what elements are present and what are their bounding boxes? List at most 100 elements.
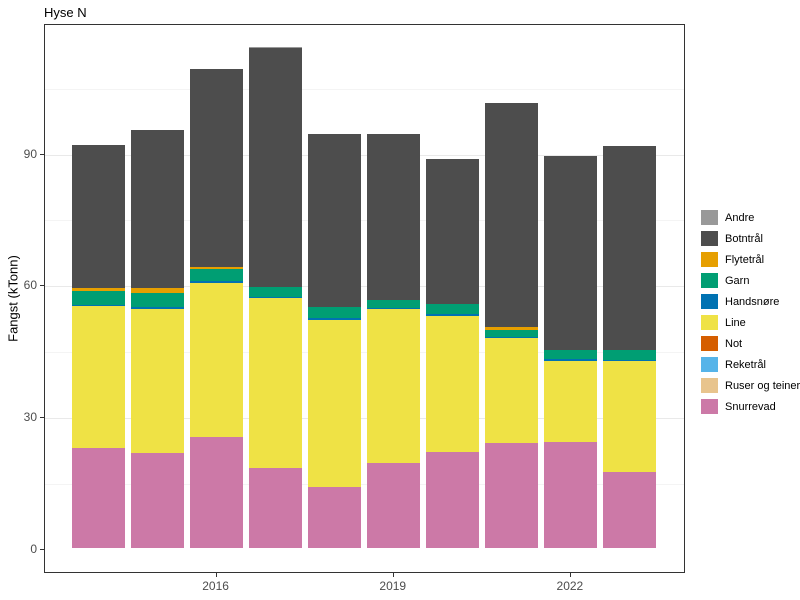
bar-segment-2014-Garn[interactable] bbox=[72, 291, 125, 305]
bar-segment-2014-Snurrevad[interactable] bbox=[72, 447, 125, 548]
bar-2015[interactable] bbox=[131, 130, 185, 548]
bar-segment-2018-Garn[interactable] bbox=[308, 306, 362, 318]
legend-item-snurrevad: Snurrevad bbox=[701, 396, 776, 417]
bar-segment-2021-Garn[interactable] bbox=[485, 330, 539, 337]
y-tick-label-60: 60 bbox=[23, 278, 37, 293]
bar-segment-2016-Garn[interactable] bbox=[190, 269, 244, 282]
legend-swatch-icon bbox=[701, 315, 718, 330]
bar-segment-2018-Snurrevad[interactable] bbox=[308, 486, 362, 548]
bar-segment-2018-Botntrål[interactable] bbox=[308, 133, 362, 307]
bar-segment-2017-Garn[interactable] bbox=[249, 287, 303, 297]
bar-segment-2023-Snurrevad[interactable] bbox=[603, 471, 657, 548]
bar-2019[interactable] bbox=[367, 134, 421, 548]
legend-item-garn: Garn bbox=[701, 270, 749, 291]
bar-segment-2015-Flytetrål[interactable] bbox=[131, 287, 185, 293]
legend-label: Ruser og teiner bbox=[725, 379, 800, 392]
legend-swatch-icon bbox=[701, 210, 718, 225]
legend-swatch-icon bbox=[701, 294, 718, 309]
bar-segment-2022-Line[interactable] bbox=[544, 360, 598, 443]
bar-segment-2016-Flytetrål[interactable] bbox=[190, 266, 244, 270]
bar-segment-2020-Line[interactable] bbox=[426, 316, 480, 453]
legend-label: Garn bbox=[725, 274, 750, 287]
bar-segment-2014-Flytetrål[interactable] bbox=[72, 288, 125, 292]
legend-label: Andre bbox=[725, 211, 755, 224]
legend-swatch-icon bbox=[701, 399, 718, 414]
bar-segment-2020-Snurrevad[interactable] bbox=[426, 452, 480, 548]
bar-segment-2021-Flytetrål[interactable] bbox=[485, 327, 539, 331]
bar-segment-2022-Garn[interactable] bbox=[544, 349, 598, 360]
bar-segment-2021-Snurrevad[interactable] bbox=[485, 442, 539, 548]
bar-segment-2017-Line[interactable] bbox=[249, 297, 303, 469]
bar-segment-2022-Snurrevad[interactable] bbox=[544, 442, 598, 548]
bar-segment-2016-Snurrevad[interactable] bbox=[190, 436, 244, 548]
x-tick-label-2019: 2019 bbox=[379, 579, 407, 593]
legend-item-botntrål: Botntrål bbox=[701, 228, 763, 249]
bar-segment-2015-Snurrevad[interactable] bbox=[131, 453, 185, 548]
bar-segment-2023-Garn[interactable] bbox=[603, 349, 657, 360]
y-tick-label-30: 30 bbox=[23, 410, 37, 425]
bar-segment-2017-Botntrål[interactable] bbox=[249, 48, 303, 287]
legend-label: Flytetrål bbox=[725, 253, 765, 266]
bar-segment-2016-Line[interactable] bbox=[190, 282, 244, 437]
bar-segment-2015-Garn[interactable] bbox=[131, 292, 185, 307]
y-tick-mark-90 bbox=[40, 153, 44, 155]
legend-swatch-icon bbox=[701, 231, 718, 246]
y-tick-mark-0 bbox=[40, 549, 44, 550]
bar-segment-2023-Botntrål[interactable] bbox=[603, 145, 657, 350]
gridline-minor-15 bbox=[45, 484, 684, 486]
x-tick-mark-2022 bbox=[569, 573, 571, 577]
bar-segment-2019-Line[interactable] bbox=[367, 308, 421, 464]
bar-segment-2021-Botntrål[interactable] bbox=[485, 102, 539, 327]
gridline-major-90 bbox=[45, 154, 684, 156]
bar-2016[interactable] bbox=[190, 69, 244, 548]
bar-2014[interactable] bbox=[72, 145, 125, 548]
bar-segment-2021-Handsnøre[interactable] bbox=[485, 336, 539, 338]
bar-segment-2015-Line[interactable] bbox=[131, 308, 185, 454]
bar-segment-2017-Andre[interactable] bbox=[249, 47, 303, 49]
gridline-major-60 bbox=[45, 286, 684, 288]
bar-segment-2022-Handsnøre[interactable] bbox=[544, 359, 598, 361]
x-tick-label-2022: 2022 bbox=[556, 579, 584, 593]
bar-segment-2016-Handsnøre[interactable] bbox=[190, 281, 244, 283]
bar-2017[interactable] bbox=[249, 47, 303, 548]
legend-item-line: Line bbox=[701, 312, 746, 333]
bar-segment-2019-Handsnøre[interactable] bbox=[367, 307, 421, 309]
bar-2021[interactable] bbox=[485, 102, 539, 548]
bar-segment-2014-Line[interactable] bbox=[72, 305, 125, 448]
bar-segment-2015-Handsnøre[interactable] bbox=[131, 306, 185, 309]
bar-segment-2023-Handsnøre[interactable] bbox=[603, 359, 657, 361]
bar-2020[interactable] bbox=[426, 159, 480, 548]
bar-segment-2019-Garn[interactable] bbox=[367, 300, 421, 308]
legend-label: Reketrål bbox=[725, 358, 766, 371]
bar-segment-2015-Botntrål[interactable] bbox=[131, 130, 185, 288]
bar-segment-2014-Botntrål[interactable] bbox=[72, 145, 125, 289]
bar-segment-2019-Snurrevad[interactable] bbox=[367, 463, 421, 548]
legend-item-ruser-og-teiner: Ruser og teiner bbox=[701, 375, 800, 396]
bar-2023[interactable] bbox=[603, 145, 657, 548]
bar-segment-2014-Handsnøre[interactable] bbox=[72, 304, 125, 306]
bar-2018[interactable] bbox=[308, 133, 362, 548]
bar-segment-2020-Botntrål[interactable] bbox=[426, 159, 480, 305]
bar-segment-2022-Botntrål[interactable] bbox=[544, 156, 598, 350]
bar-segment-2018-Handsnøre[interactable] bbox=[308, 317, 362, 320]
bar-segment-2023-Line[interactable] bbox=[603, 360, 657, 472]
x-tick-label-2016: 2016 bbox=[202, 579, 229, 593]
bar-segment-2021-Line[interactable] bbox=[485, 337, 539, 443]
gridline-minor-75 bbox=[45, 220, 684, 222]
legend-swatch-icon bbox=[701, 252, 718, 267]
bar-segment-2017-Snurrevad[interactable] bbox=[249, 468, 303, 548]
bar-segment-2017-Handsnøre[interactable] bbox=[249, 296, 303, 298]
legend-label: Not bbox=[725, 337, 743, 350]
bar-segment-2020-Handsnøre[interactable] bbox=[426, 313, 480, 316]
gridline-minor-105 bbox=[45, 88, 684, 90]
y-tick-mark-60 bbox=[40, 285, 44, 287]
bar-segment-2016-Botntrål[interactable] bbox=[190, 69, 244, 267]
x-tick-mark-2016 bbox=[215, 573, 217, 577]
bar-segment-2020-Garn[interactable] bbox=[426, 304, 480, 314]
legend-swatch-icon bbox=[701, 378, 718, 393]
gridline-minor-45 bbox=[45, 352, 684, 354]
bar-segment-2018-Line[interactable] bbox=[308, 319, 362, 487]
bar-2022[interactable] bbox=[544, 156, 598, 548]
y-tick-mark-30 bbox=[40, 417, 44, 419]
bar-segment-2019-Botntrål[interactable] bbox=[367, 134, 421, 301]
